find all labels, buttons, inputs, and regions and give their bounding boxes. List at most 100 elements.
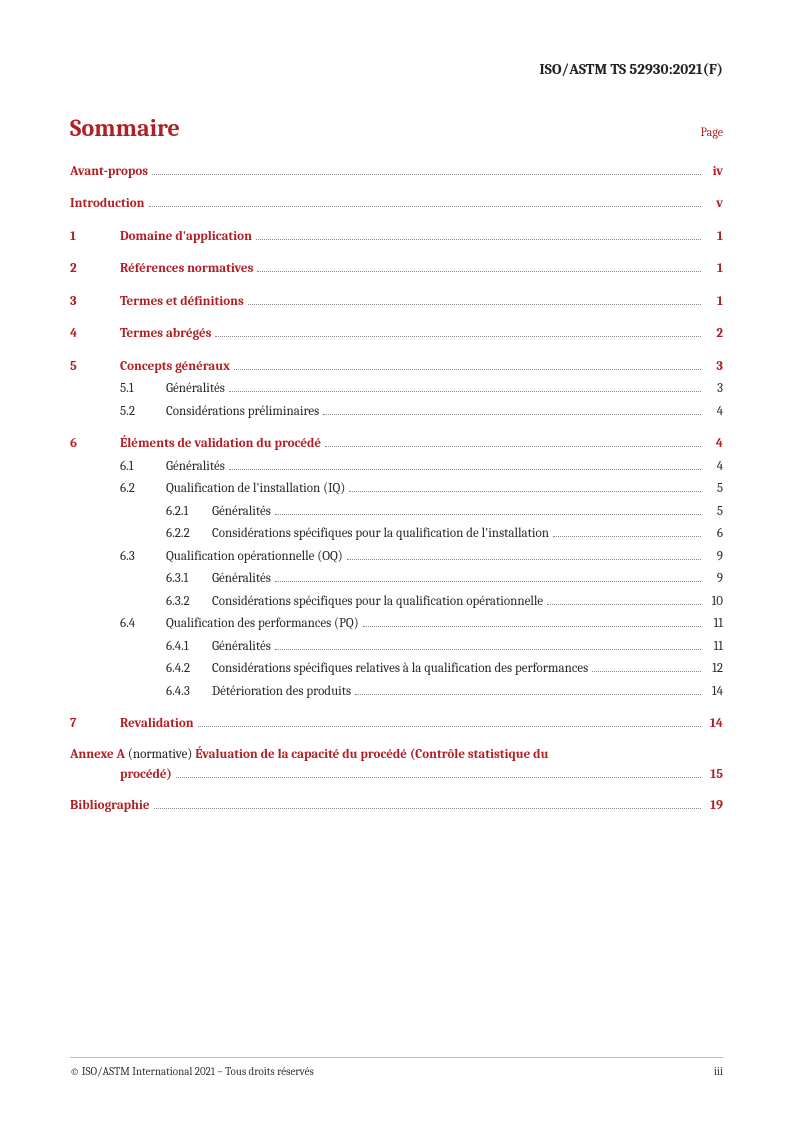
toc-page: 12 [705, 659, 723, 679]
annex-line-2: procédé) 15 [70, 765, 723, 785]
toc-title: Sommaire [70, 114, 180, 142]
toc-num: 6.3 [120, 547, 166, 567]
toc-entry-annex-a[interactable]: Annexe A (normative) Évaluation de la ca… [70, 745, 723, 784]
toc-label: Domaine d'application [120, 227, 252, 247]
toc-entry-avant-propos[interactable]: Avant-propos iv [70, 160, 723, 183]
leader-dots [325, 446, 701, 447]
leader-dots [198, 726, 701, 727]
page-column-label: Page [701, 125, 723, 139]
toc-page: 3 [705, 357, 723, 377]
toc-page: 15 [705, 765, 723, 785]
toc-page: 4 [705, 402, 723, 422]
footer-copyright: © ISO/ASTM International 2021 – Tous dro… [70, 1065, 314, 1078]
toc-num: 6.3.2 [166, 592, 212, 612]
toc-label: Détérioration des produits [212, 682, 351, 702]
toc-label: Généralités [166, 379, 225, 399]
title-row: Sommaire Page [70, 114, 723, 142]
toc-page: 2 [705, 324, 723, 344]
page-footer: © ISO/ASTM International 2021 – Tous dro… [70, 1065, 723, 1078]
leader-dots [152, 174, 701, 175]
toc-entry-4[interactable]: 4 Termes abrégés 2 [70, 323, 723, 346]
toc-entry-introduction[interactable]: Introduction v [70, 193, 723, 216]
leader-dots [275, 514, 701, 515]
toc-page: 1 [705, 227, 723, 247]
toc-entry-6-4-1[interactable]: 6.4.1 Généralités 11 [70, 635, 723, 658]
toc-label: Concepts généraux [120, 357, 230, 377]
toc-entry-6-2-1[interactable]: 6.2.1 Généralités 5 [70, 500, 723, 523]
leader-dots [553, 536, 701, 537]
annex-title-2: procédé) [120, 765, 172, 785]
toc-label: Considérations spécifiques relatives à l… [212, 659, 588, 679]
toc-page: 4 [705, 457, 723, 477]
toc-num: 6.4.1 [166, 637, 212, 657]
leader-dots [176, 777, 701, 778]
toc-entry-6-3-2[interactable]: 6.3.2 Considérations spécifiques pour la… [70, 590, 723, 613]
leader-dots [275, 581, 701, 582]
leader-dots [275, 649, 701, 650]
toc-label: Termes abrégés [120, 324, 211, 344]
toc-page: 4 [705, 434, 723, 454]
toc-num: 6 [70, 434, 120, 454]
toc-label: Qualification des performances (PQ) [166, 614, 359, 634]
toc-entry-5-1[interactable]: 5.1 Généralités 3 [70, 378, 723, 401]
toc-entry-bibliographie[interactable]: Bibliographie 19 [70, 794, 723, 817]
toc-label: Qualification opérationnelle (OQ) [166, 547, 343, 567]
footer-page-number: iii [714, 1065, 723, 1078]
footer-rule [70, 1057, 723, 1058]
toc-entry-6[interactable]: 6 Éléments de validation du procédé 4 [70, 433, 723, 456]
toc-entry-2[interactable]: 2 Références normatives 1 [70, 258, 723, 281]
toc-page: 5 [705, 479, 723, 499]
toc-label: Généralités [212, 569, 271, 589]
leader-dots [323, 414, 701, 415]
toc-label: Termes et définitions [120, 292, 244, 312]
leader-dots [547, 604, 701, 605]
toc-label: Références normatives [120, 259, 253, 279]
toc-num: 6.4.3 [166, 682, 212, 702]
leader-dots [363, 626, 701, 627]
annex-prefix: Annexe A [70, 745, 125, 765]
toc-entry-6-1[interactable]: 6.1 Généralités 4 [70, 455, 723, 478]
leader-dots [592, 671, 701, 672]
leader-dots [257, 271, 701, 272]
toc-num: 3 [70, 292, 120, 312]
toc-label: Considérations préliminaires [166, 402, 319, 422]
leader-dots [355, 694, 701, 695]
toc-label: Éléments de validation du procédé [120, 434, 321, 454]
toc-entry-6-4-2[interactable]: 6.4.2 Considérations spécifiques relativ… [70, 658, 723, 681]
toc-entry-6-4-3[interactable]: 6.4.3 Détérioration des produits 14 [70, 680, 723, 703]
toc-num: 6.2 [120, 479, 166, 499]
toc-num: 6.3.1 [166, 569, 212, 589]
leader-dots [234, 369, 701, 370]
toc-entry-6-3[interactable]: 6.3 Qualification opérationnelle (OQ) 9 [70, 545, 723, 568]
toc-num: 1 [70, 227, 120, 247]
toc-num: 6.2.2 [166, 524, 212, 544]
annex-title-1: Évaluation de la capacité du procédé (Co… [195, 745, 548, 765]
toc-label: Qualification de l'installation (IQ) [166, 479, 345, 499]
toc-page: 10 [705, 592, 723, 612]
toc-num: 5 [70, 357, 120, 377]
toc-entry-5-2[interactable]: 5.2 Considérations préliminaires 4 [70, 400, 723, 423]
toc-page: v [705, 194, 723, 214]
toc-page: 9 [705, 547, 723, 567]
toc-entry-1[interactable]: 1 Domaine d'application 1 [70, 225, 723, 248]
toc-entry-5[interactable]: 5 Concepts généraux 3 [70, 355, 723, 378]
leader-dots [347, 559, 701, 560]
toc-label: Avant-propos [70, 162, 148, 182]
toc-page: 9 [705, 569, 723, 589]
toc-label: Considérations spécifiques pour la quali… [212, 524, 549, 544]
leader-dots [229, 469, 701, 470]
toc-num: 6.1 [120, 457, 166, 477]
toc-entry-3[interactable]: 3 Termes et définitions 1 [70, 290, 723, 313]
toc-entry-6-3-1[interactable]: 6.3.1 Généralités 9 [70, 568, 723, 591]
annex-line-1: Annexe A (normative) Évaluation de la ca… [70, 745, 723, 765]
toc-entry-7[interactable]: 7 Revalidation 14 [70, 713, 723, 736]
toc-entry-6-4[interactable]: 6.4 Qualification des performances (PQ) … [70, 613, 723, 636]
page: ISO/ASTM TS 52930:2021(F) Sommaire Page … [0, 0, 793, 1122]
toc-page: 5 [705, 502, 723, 522]
toc-page: 3 [705, 379, 723, 399]
toc-page: 14 [705, 714, 723, 734]
leader-dots [154, 808, 701, 809]
toc-entry-6-2[interactable]: 6.2 Qualification de l'installation (IQ)… [70, 478, 723, 501]
toc-label: Généralités [212, 502, 271, 522]
toc-entry-6-2-2[interactable]: 6.2.2 Considérations spécifiques pour la… [70, 523, 723, 546]
